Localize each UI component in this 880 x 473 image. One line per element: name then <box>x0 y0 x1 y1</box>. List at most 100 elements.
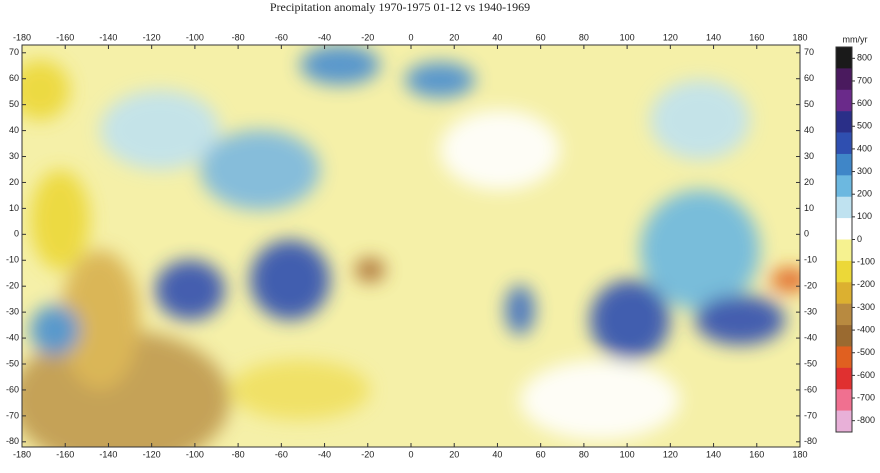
colorbar-tick-label: 400 <box>857 143 872 153</box>
colorbar-tick-label: 200 <box>857 189 872 199</box>
y-tick-label: 60 <box>9 73 19 83</box>
x-tick-label: 20 <box>449 449 459 459</box>
colorbar-tick-label: -700 <box>857 392 875 402</box>
x-tick-label: 20 <box>449 32 459 42</box>
x-tick-label: 120 <box>663 449 678 459</box>
y-tick-label: 60 <box>804 73 814 83</box>
y-tick-label: 30 <box>804 151 814 161</box>
y-tick-label: -10 <box>6 255 19 265</box>
x-tick-label: -80 <box>232 449 245 459</box>
y-tick-label: 40 <box>804 125 814 135</box>
color-swatch <box>836 47 852 69</box>
x-tick-label: -80 <box>232 32 245 42</box>
color-swatch <box>836 153 852 176</box>
y-tick-label: 20 <box>9 177 19 187</box>
y-tick-label: -40 <box>6 332 19 342</box>
x-tick-label: 160 <box>749 449 764 459</box>
color-swatch <box>836 132 852 155</box>
x-tick-label: 40 <box>492 449 502 459</box>
x-tick-label: 100 <box>620 449 635 459</box>
x-tick-label: 100 <box>620 32 635 42</box>
color-swatch <box>836 282 852 304</box>
color-swatch <box>836 239 852 262</box>
y-tick-label: 40 <box>9 125 19 135</box>
x-tick-label: 80 <box>579 32 589 42</box>
color-swatch <box>836 260 852 283</box>
x-tick-label: 60 <box>536 449 546 459</box>
color-swatch <box>836 346 852 369</box>
x-tick-label: 140 <box>706 32 721 42</box>
x-tick-label: -140 <box>99 32 117 42</box>
x-tick-label: -120 <box>143 32 161 42</box>
color-swatch <box>836 196 852 219</box>
color-swatch <box>836 68 852 91</box>
y-tick-label: 20 <box>804 177 814 187</box>
x-tick-label: 60 <box>536 32 546 42</box>
anomaly-field <box>22 45 800 447</box>
colorbar-tick-label: -600 <box>857 370 875 380</box>
y-tick-label: 70 <box>804 47 814 57</box>
colorbar-tick-label: -200 <box>857 279 875 289</box>
colorbar-tick-label: 800 <box>857 53 872 63</box>
y-tick-label: -40 <box>804 332 817 342</box>
x-tick-label: -60 <box>275 449 288 459</box>
y-tick-label: -30 <box>6 307 19 317</box>
x-tick-label: -20 <box>361 449 374 459</box>
x-tick-label: -100 <box>186 449 204 459</box>
x-tick-label: -20 <box>361 32 374 42</box>
colorbar-tick-label: -500 <box>857 347 875 357</box>
x-tick-label: -40 <box>318 32 331 42</box>
color-swatch <box>836 410 852 433</box>
y-tick-label: -70 <box>6 410 19 420</box>
x-tick-label: 180 <box>792 32 807 42</box>
x-tick-label: -140 <box>99 449 117 459</box>
y-tick-label: 30 <box>9 151 19 161</box>
y-tick-label: -60 <box>804 384 817 394</box>
colorbar-unit: mm/yr <box>843 34 868 44</box>
x-tick-label: 160 <box>749 32 764 42</box>
colorbar-tick-label: -800 <box>857 415 875 425</box>
colorbar-tick-label: 500 <box>857 121 872 131</box>
y-tick-label: 50 <box>804 99 814 109</box>
colorbar-tick-label: -300 <box>857 302 875 312</box>
colorbar-tick-label: -100 <box>857 257 875 267</box>
y-tick-label: -80 <box>6 436 19 446</box>
y-tick-label: 70 <box>9 47 19 57</box>
y-tick-label: -20 <box>804 281 817 291</box>
map-title: Precipitation anomaly 1970-1975 01-12 vs… <box>270 0 530 14</box>
colorbar-tick-label: 300 <box>857 166 872 176</box>
colorbar-tick-label: 0 <box>857 234 862 244</box>
y-tick-label: 0 <box>14 229 19 239</box>
x-tick-label: 80 <box>579 449 589 459</box>
y-tick-label: 10 <box>804 203 814 213</box>
color-swatch <box>836 325 852 347</box>
y-tick-label: -70 <box>804 410 817 420</box>
color-swatch <box>836 303 852 326</box>
x-tick-label: 0 <box>408 449 413 459</box>
x-tick-label: 40 <box>492 32 502 42</box>
y-tick-label: -10 <box>804 255 817 265</box>
x-tick-label: -60 <box>275 32 288 42</box>
x-tick-label: -160 <box>56 449 74 459</box>
x-tick-label: -120 <box>143 449 161 459</box>
y-tick-label: 50 <box>9 99 19 109</box>
y-tick-label: 0 <box>804 229 809 239</box>
x-tick-label: -180 <box>13 449 31 459</box>
y-tick-label: -80 <box>804 436 817 446</box>
x-tick-label: -160 <box>56 32 74 42</box>
y-tick-label: -30 <box>804 307 817 317</box>
color-swatch <box>836 111 852 133</box>
x-tick-label: 180 <box>792 449 807 459</box>
y-tick-label: -50 <box>6 358 19 368</box>
x-tick-label: 120 <box>663 32 678 42</box>
color-swatch <box>836 367 852 390</box>
x-tick-label: -180 <box>13 32 31 42</box>
color-swatch <box>836 175 852 198</box>
colorbar-tick-label: -400 <box>857 324 875 334</box>
y-tick-label: -20 <box>6 281 19 291</box>
color-swatch <box>836 218 852 240</box>
colorbar-tick-label: 600 <box>857 98 872 108</box>
x-tick-label: -100 <box>186 32 204 42</box>
x-tick-label: 0 <box>408 32 413 42</box>
